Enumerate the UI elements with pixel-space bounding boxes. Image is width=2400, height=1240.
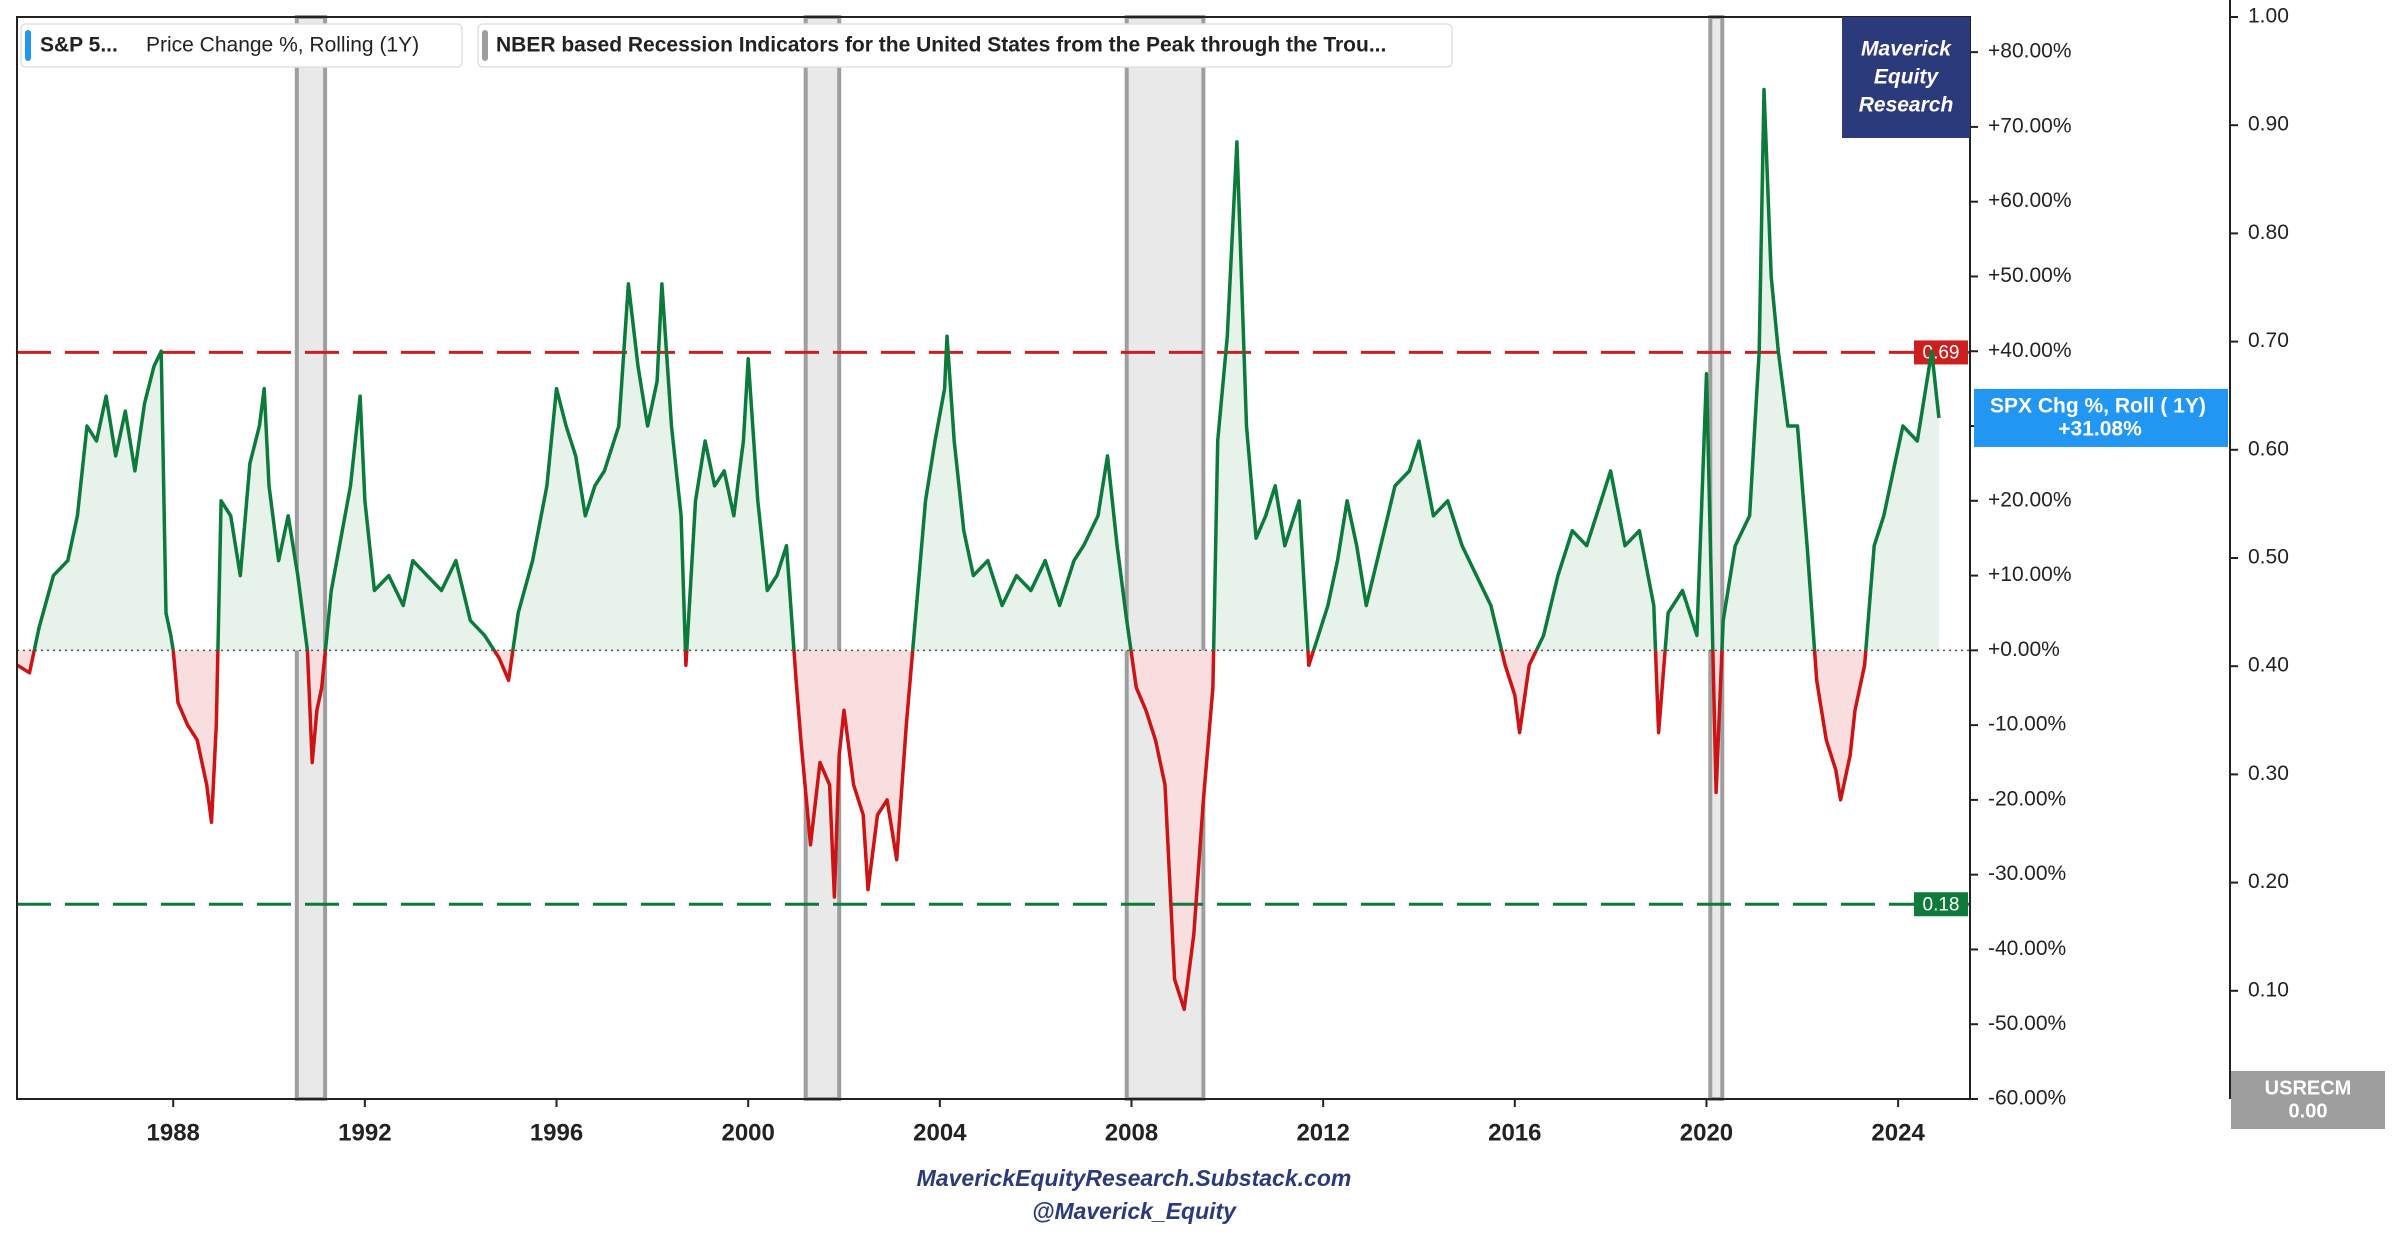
y-tick-label: +50.00% <box>1988 264 2072 287</box>
legend-box <box>477 23 1453 68</box>
legend-box <box>20 23 463 68</box>
reference-label-box <box>1914 892 1968 917</box>
x-tick-label: 2020 <box>1680 1119 1733 1146</box>
legend-description: Price Change %, Rolling (1Y) <box>146 34 419 57</box>
y-tick-label: +0.00% <box>1988 638 2060 661</box>
last-value-label: +31.08% <box>2058 417 2142 440</box>
line <box>16 87 1941 1012</box>
watermark-text: Maverick <box>1861 38 1952 61</box>
y2-tick-label: 0.90 <box>2248 113 2289 136</box>
last-value-box <box>1974 388 2228 447</box>
x-tick-label: 2004 <box>913 1119 967 1146</box>
y2-tick-label: 0.30 <box>2248 762 2289 785</box>
y-tick-label: +80.00% <box>1988 40 2072 63</box>
reference-label: 0.69 <box>1923 342 1960 363</box>
y2-tick-label: 1.00 <box>2248 5 2289 28</box>
x-tick-label: 1992 <box>338 1119 391 1146</box>
y2-value-label: 0.00 <box>2289 1100 2328 1122</box>
x-tick-label: 2000 <box>721 1119 774 1146</box>
y2-tick-label: 0.40 <box>2248 654 2289 677</box>
y2-tick-label: 0.50 <box>2248 546 2289 569</box>
legend-swatch <box>482 30 488 61</box>
y-tick-label: -10.00% <box>1988 713 2066 736</box>
x-tick-label: 1988 <box>147 1119 200 1146</box>
last-value-name: SPX Chg %, Roll ( 1Y) <box>1990 394 2206 417</box>
x-tick-label: 2016 <box>1488 1119 1541 1146</box>
y-tick-label: -50.00% <box>1988 1012 2066 1035</box>
y-tick-label: +20.00% <box>1988 488 2072 511</box>
x-tick-label: 2008 <box>1105 1119 1158 1146</box>
y2-tick-label: 0.80 <box>2248 221 2289 244</box>
recession-band <box>1124 15 1206 1101</box>
x-tick-label: 2024 <box>1871 1119 1925 1146</box>
y2-tick-label: 0.60 <box>2248 437 2289 460</box>
y-tick-label: -20.00% <box>1988 787 2066 810</box>
plot-frame <box>16 16 1971 1100</box>
recession-band <box>803 15 842 1101</box>
watermark-box <box>1842 17 1970 138</box>
recession-band <box>294 15 328 1101</box>
y-tick-label: -30.00% <box>1988 862 2066 885</box>
y-tick-label: -60.00% <box>1988 1087 2066 1110</box>
y-tick-label: +10.00% <box>1988 563 2072 586</box>
y2-tick-label: 0.20 <box>2248 870 2289 893</box>
legend-swatch <box>25 30 31 61</box>
legend-name: NBER based Recession Indicators for the … <box>496 34 1386 57</box>
legend-name: S&P 5... <box>40 34 118 57</box>
x-tick-label: 2012 <box>1296 1119 1349 1146</box>
y2-value-name: USRECM <box>2265 1077 2352 1099</box>
y-tick-label: +60.00% <box>1988 189 2072 212</box>
x-tick-label: 1996 <box>530 1119 583 1146</box>
footer-text: @Maverick_Equity <box>1032 1198 1237 1224</box>
footer-text: MaverickEquityResearch.Substack.com <box>917 1165 1352 1191</box>
reference-label: 0.18 <box>1923 894 1960 915</box>
y-tick-label: +70.00% <box>1988 114 2072 137</box>
y2-value-box <box>2231 1071 2385 1129</box>
watermark-text: Research <box>1859 94 1954 117</box>
y-tick-label: +40.00% <box>1988 339 2072 362</box>
watermark-text: Equity <box>1874 66 1939 89</box>
reference-label-box <box>1914 340 1968 365</box>
y2-tick-label: 0.10 <box>2248 978 2289 1001</box>
y2-tick-label: 0.70 <box>2248 329 2289 352</box>
y-tick-label: -40.00% <box>1988 937 2066 960</box>
